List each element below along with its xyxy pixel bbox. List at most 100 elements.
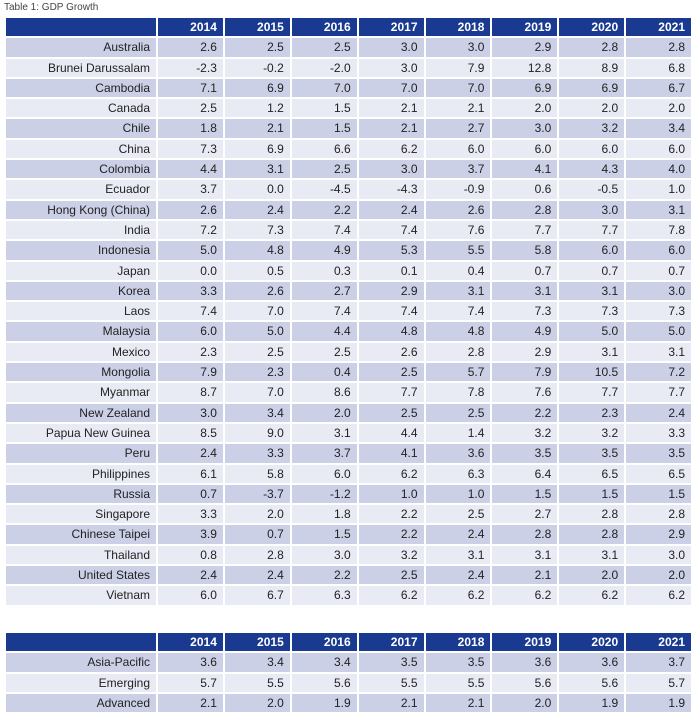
regional-summary-table: 2014 2015 2016 2017 2018 2019 2020 2021 Asia-Pa… xyxy=(4,631,693,714)
table-cell: 1.5 xyxy=(492,484,558,504)
table-row: Laos 7.4 7.0 7.4 7.4 7.4 7.3 7.3 7.3 xyxy=(6,302,691,321)
table-row: Australia 2.6 2.5 2.5 3.0 3.0 2.9 2.8 2.8 xyxy=(6,38,691,57)
table-cell: 7.4 xyxy=(158,302,223,321)
table-cell: 5.7 xyxy=(425,363,491,382)
table-row: New Zealand 3.0 3.4 2.0 2.5 2.5 2.2 2.3 2.4 xyxy=(6,403,691,422)
row-label: Peru xyxy=(6,444,156,463)
table-cell: 6.9 xyxy=(224,78,290,98)
table-cell: 7.3 xyxy=(559,302,625,321)
table-cell: 3.0 xyxy=(626,545,691,565)
table-cell: 3.1 xyxy=(425,545,491,565)
table-cell: 4.4 xyxy=(291,322,357,341)
table-row: Russia 0.7 -3.7 -1.2 1.0 1.0 1.5 1.5 1.5 xyxy=(6,484,691,504)
table-cell: 3.5 xyxy=(492,444,558,463)
table-cell: 12.8 xyxy=(492,58,558,77)
table-cell: 9.0 xyxy=(224,423,290,443)
table-cell: 8.9 xyxy=(559,58,625,77)
table-row: Cambodia 7.1 6.9 7.0 7.0 7.0 6.9 6.9 6.7 xyxy=(6,78,691,98)
table-cell: 7.0 xyxy=(425,78,491,98)
table-cell: 7.2 xyxy=(626,363,691,382)
table-cell: 4.4 xyxy=(358,423,424,443)
table-cell: 7.4 xyxy=(425,302,491,321)
table-cell: 2.3 xyxy=(158,342,223,362)
table-cell: 2.1 xyxy=(358,99,424,118)
table-cell: 3.0 xyxy=(291,545,357,565)
header-corner xyxy=(6,633,156,652)
table-cell: 10.5 xyxy=(559,363,625,382)
header-row: 2014 2015 2016 2017 2018 2019 2020 2021 xyxy=(6,633,691,652)
table-cell: 3.7 xyxy=(291,444,357,463)
table-cell: 2.1 xyxy=(425,99,491,118)
table-cell: 7.4 xyxy=(358,220,424,240)
table-cell: 3.3 xyxy=(158,505,223,524)
table-cell: 6.2 xyxy=(358,586,424,605)
table-cell: 7.3 xyxy=(224,220,290,240)
table-row: Mexico 2.3 2.5 2.5 2.6 2.8 2.9 3.1 3.1 xyxy=(6,342,691,362)
row-label: Thailand xyxy=(6,545,156,565)
table-cell: 2.5 xyxy=(291,38,357,57)
table-row: Brunei Darussalam -2.3 -0.2 -2.0 3.0 7.9 12.8 8… xyxy=(6,58,691,77)
table-cell: 2.5 xyxy=(224,342,290,362)
table-cell: 0.8 xyxy=(158,545,223,565)
table-cell: 5.7 xyxy=(626,673,691,692)
table-cell: 2.5 xyxy=(425,505,491,524)
table-cell: 2.5 xyxy=(291,342,357,362)
table-cell: 4.0 xyxy=(626,160,691,179)
table-cell: 2.2 xyxy=(291,200,357,219)
row-label: Australia xyxy=(6,38,156,57)
row-label: Ecuador xyxy=(6,180,156,199)
table-cell: 0.4 xyxy=(291,363,357,382)
table-cell: 5.8 xyxy=(492,241,558,260)
year-header: 2018 xyxy=(425,18,491,37)
table-cell: 3.7 xyxy=(626,653,691,672)
table-cell: 6.6 xyxy=(291,139,357,159)
year-header: 2020 xyxy=(559,633,625,652)
table-cell: 2.0 xyxy=(291,403,357,422)
table-cell: 3.1 xyxy=(291,423,357,443)
header-row: 2014 2015 2016 2017 2018 2019 2020 2021 xyxy=(6,18,691,37)
table-cell: 7.8 xyxy=(626,220,691,240)
row-label: Chile xyxy=(6,119,156,138)
table-cell: 7.4 xyxy=(291,302,357,321)
row-label: Philippines xyxy=(6,464,156,483)
table-row: Canada 2.5 1.2 1.5 2.1 2.1 2.0 2.0 2.0 xyxy=(6,99,691,118)
table-cell: 1.5 xyxy=(559,484,625,504)
table-cell: 6.3 xyxy=(425,464,491,483)
table-cell: 7.7 xyxy=(358,383,424,402)
table-row: Colombia 4.4 3.1 2.5 3.0 3.7 4.1 4.3 4.0 xyxy=(6,160,691,179)
table-cell: 6.8 xyxy=(626,58,691,77)
table-cell: 2.6 xyxy=(425,200,491,219)
table-cell: -0.2 xyxy=(224,58,290,77)
row-label: New Zealand xyxy=(6,403,156,422)
table-cell: 2.2 xyxy=(291,566,357,585)
table-cell: 2.7 xyxy=(425,119,491,138)
table-cell: 3.9 xyxy=(158,525,223,544)
table-cell: 1.5 xyxy=(291,99,357,118)
table-cell: 7.7 xyxy=(626,383,691,402)
table-cell: 3.5 xyxy=(358,653,424,672)
table-cell: 4.8 xyxy=(358,322,424,341)
table-cell: 3.1 xyxy=(626,200,691,219)
table-cell: 2.6 xyxy=(158,38,223,57)
table-cell: 3.4 xyxy=(224,653,290,672)
table-cell: 2.5 xyxy=(291,160,357,179)
table-cell: 2.0 xyxy=(224,693,290,713)
table-cell: 3.1 xyxy=(425,281,491,301)
table-cell: 7.7 xyxy=(492,220,558,240)
table-cell: 4.1 xyxy=(492,160,558,179)
table-cell: 0.0 xyxy=(158,261,223,280)
table-cell: 2.5 xyxy=(224,38,290,57)
table-row: Chinese Taipei 3.9 0.7 1.5 2.2 2.4 2.8 2.8 2.9 xyxy=(6,525,691,544)
table-cell: -4.3 xyxy=(358,180,424,199)
table-row: Chile 1.8 2.1 1.5 2.1 2.7 3.0 3.2 3.4 xyxy=(6,119,691,138)
year-header: 2020 xyxy=(559,18,625,37)
row-label: Russia xyxy=(6,484,156,504)
table-cell: 3.6 xyxy=(559,653,625,672)
table-cell: 5.0 xyxy=(559,322,625,341)
table-cell: 5.0 xyxy=(224,322,290,341)
table-cell: 5.6 xyxy=(291,673,357,692)
row-label: Malaysia xyxy=(6,322,156,341)
table-cell: 6.9 xyxy=(224,139,290,159)
table-cell: 4.8 xyxy=(425,322,491,341)
table-cell: 6.0 xyxy=(626,241,691,260)
